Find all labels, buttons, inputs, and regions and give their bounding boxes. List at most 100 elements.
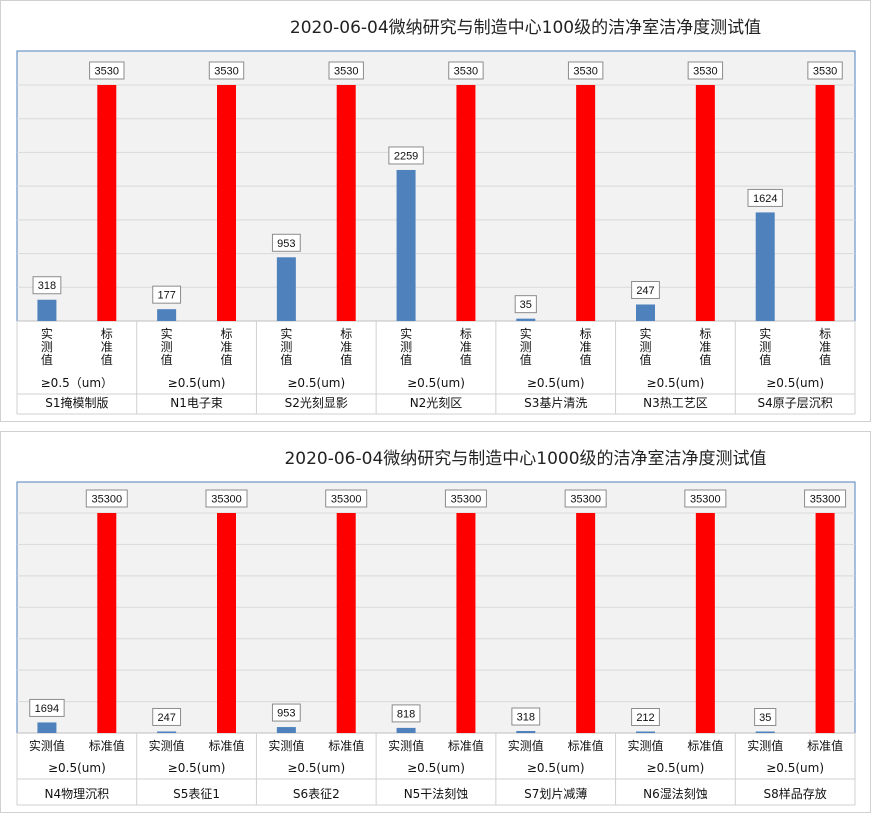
data-label-box xyxy=(514,295,537,314)
location-label: N6湿法刻蚀 xyxy=(643,786,708,801)
particle-size-label: ≥0.5(um) xyxy=(168,761,226,775)
bar-standard xyxy=(97,85,117,321)
bar-standard xyxy=(815,513,835,733)
data-label: 3530 xyxy=(454,66,478,78)
series-tick-label: 实 xyxy=(639,326,651,341)
series-tick-label: 值 xyxy=(161,352,173,367)
data-label-box xyxy=(511,707,541,726)
series-tick-label: 实 xyxy=(400,326,412,341)
series-tick-label: 标 xyxy=(699,327,711,341)
bar-standard xyxy=(336,85,356,321)
series-tick-label: 值 xyxy=(220,352,232,367)
data-label-box xyxy=(85,489,128,508)
data-label: 35300 xyxy=(211,494,242,506)
particle-size-label: ≥0.5(um) xyxy=(647,376,705,390)
series-tick-label: 值 xyxy=(400,352,412,367)
series-tick-label: 实测值 xyxy=(388,738,424,753)
data-label-box xyxy=(754,708,777,726)
particle-size-label: ≥0.5(um) xyxy=(527,761,585,775)
data-label-box xyxy=(444,489,487,508)
data-label-box xyxy=(564,489,607,508)
series-tick-label: 标准值 xyxy=(328,738,364,753)
series-tick-label: 准 xyxy=(101,340,113,354)
series-tick-label: 标 xyxy=(580,327,592,341)
particle-size-label: ≥0.5(um) xyxy=(48,761,106,775)
particle-size-label: ≥0.5(um) xyxy=(766,761,824,775)
bar-actual xyxy=(276,727,296,733)
bar-actual xyxy=(396,727,416,733)
series-tick-label: 值 xyxy=(280,352,292,367)
data-label-box xyxy=(328,61,364,80)
data-label: 35300 xyxy=(91,494,122,506)
location-label: N3热工艺区 xyxy=(643,396,708,410)
chart-title: 2020-06-04微纳研究与制造中心100级的洁净室洁净度测试值 xyxy=(289,18,762,38)
data-label-box xyxy=(152,707,182,726)
series-tick-label: 实测值 xyxy=(268,738,304,753)
bar-actual xyxy=(276,257,296,321)
bar-actual xyxy=(755,212,775,321)
series-tick-label: 测 xyxy=(161,340,173,354)
location-label: S5表征1 xyxy=(173,787,220,801)
data-label-box xyxy=(208,61,245,80)
data-label-box xyxy=(631,280,660,299)
data-label-box xyxy=(29,698,65,717)
data-label-box xyxy=(271,233,301,252)
data-label: 953 xyxy=(277,708,295,720)
data-label-box xyxy=(205,489,248,508)
data-label-box xyxy=(32,276,62,295)
data-label: 247 xyxy=(157,712,175,724)
data-label: 35300 xyxy=(451,494,482,506)
particle-size-label: ≥0.5(um) xyxy=(766,376,824,390)
data-label: 35 xyxy=(520,299,532,311)
data-label-box xyxy=(152,285,182,304)
series-tick-label: 实 xyxy=(759,326,771,341)
series-tick-label: 实测值 xyxy=(508,738,544,753)
series-tick-label: 测 xyxy=(400,340,412,354)
bar-standard xyxy=(576,513,596,733)
series-tick-label: 值 xyxy=(699,352,711,367)
particle-size-label: ≥0.5(um) xyxy=(527,376,585,390)
particle-size-label: ≥0.5(um) xyxy=(287,376,345,390)
series-tick-label: 值 xyxy=(520,352,532,367)
series-tick-label: 实 xyxy=(520,326,532,341)
chart-title: 2020-06-04微纳研究与制造中心1000级的洁净室洁净度测试值 xyxy=(284,449,767,469)
bar-standard xyxy=(695,513,715,733)
chart-panel-100: 2020-06-04微纳研究与制造中心100级的洁净室洁净度测试值 318 353… xyxy=(0,0,871,422)
series-tick-label: 测 xyxy=(759,340,771,354)
data-label: 2259 xyxy=(394,150,418,162)
particle-size-label: ≥0.5(um) xyxy=(647,761,705,775)
series-tick-label: 标准值 xyxy=(89,738,125,753)
chart-svg-1000: 1694 35300 实测值 标准值 ≥0.5(um) N4物理沉积 247 35300 实测值… xyxy=(16,481,856,806)
series-tick-label: 准 xyxy=(220,340,232,354)
series-tick-label: 实 xyxy=(161,326,173,341)
particle-size-label: ≥0.5(um) xyxy=(407,761,465,775)
data-label: 35300 xyxy=(690,494,721,506)
series-tick-label: 标 xyxy=(340,327,352,341)
data-label-box xyxy=(325,489,368,508)
data-label-box xyxy=(687,61,724,80)
bar-actual xyxy=(516,318,536,321)
bar-standard xyxy=(695,85,715,321)
location-label: S4原子层沉积 xyxy=(758,396,833,410)
data-label-box xyxy=(631,708,660,726)
location-label: S3基片清洗 xyxy=(524,396,587,410)
data-label: 35300 xyxy=(570,494,601,506)
series-tick-label: 测 xyxy=(520,340,532,354)
series-tick-label: 标准值 xyxy=(208,738,244,753)
location-label: N2光刻区 xyxy=(410,396,463,410)
data-label: 953 xyxy=(277,238,295,250)
series-tick-label: 标准值 xyxy=(568,738,604,753)
series-tick-label: 值 xyxy=(460,352,472,367)
data-label: 3530 xyxy=(214,66,238,78)
bar-standard xyxy=(217,85,236,321)
data-label-box xyxy=(89,61,125,80)
data-label: 3530 xyxy=(95,66,119,78)
series-tick-label: 实测值 xyxy=(149,738,185,753)
data-label: 318 xyxy=(517,712,535,724)
series-tick-label: 实 xyxy=(41,326,53,341)
series-tick-label: 实 xyxy=(280,326,292,341)
bar-actual xyxy=(636,731,655,733)
series-tick-label: 值 xyxy=(819,352,831,367)
series-tick-label: 实测值 xyxy=(627,738,663,753)
series-tick-label: 值 xyxy=(340,352,352,367)
